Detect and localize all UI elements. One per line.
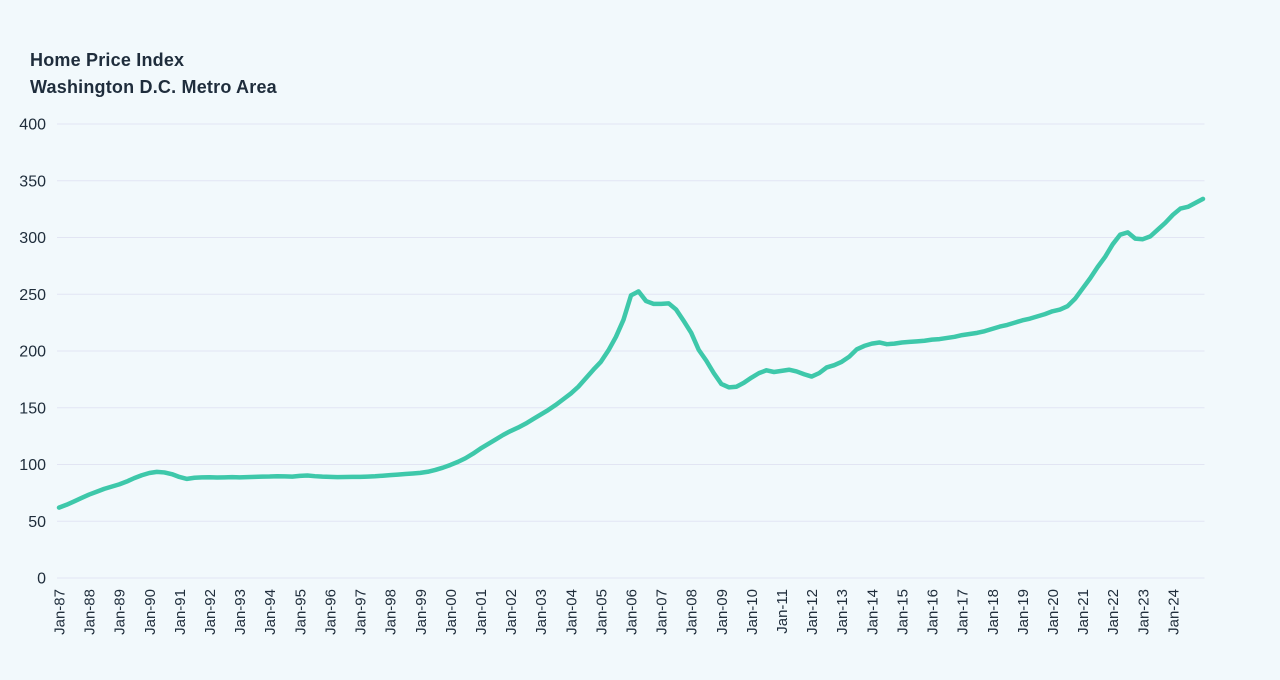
x-tick-label-Jan-92: Jan-92 [202,589,219,635]
x-tick-label-Jan-99: Jan-99 [413,589,430,635]
x-tick-label-Jan-19: Jan-19 [1015,589,1032,635]
home-price-index-series-line [56,196,1206,510]
x-tick-label-Jan-02: Jan-02 [503,589,520,635]
y-tick-label-0: 0 [37,571,46,588]
y-tick-label-350: 350 [19,173,46,190]
x-tick-label-Jan-95: Jan-95 [292,589,309,635]
x-tick-label-Jan-87: Jan-87 [52,589,69,635]
x-tick-label-Jan-13: Jan-13 [834,589,851,635]
x-tick-label-Jan-04: Jan-04 [563,589,580,635]
y-axis-tick-labels: 0 50 100 150 200 250 300 350 400 [19,117,46,588]
x-tick-label-Jan-08: Jan-08 [684,589,701,635]
x-tick-label-Jan-15: Jan-15 [894,589,911,635]
x-tick-label-Jan-16: Jan-16 [925,589,942,635]
y-tick-label-400: 400 [19,117,46,134]
y-gridlines [57,123,1205,579]
x-tick-label-Jan-09: Jan-09 [714,589,731,635]
x-tick-label-Jan-03: Jan-03 [533,589,550,635]
chart-subtitle: Washington D.C. Metro Area [30,77,277,97]
x-tick-label-Jan-98: Jan-98 [383,589,400,635]
x-tick-label-Jan-07: Jan-07 [654,589,671,635]
x-tick-label-Jan-01: Jan-01 [473,589,490,635]
x-tick-label-Jan-10: Jan-10 [744,589,761,635]
x-tick-label-Jan-90: Jan-90 [142,589,159,635]
x-tick-label-Jan-12: Jan-12 [804,589,821,635]
x-tick-label-Jan-23: Jan-23 [1135,589,1152,635]
chart-header: Home Price Index Washington D.C. Metro A… [30,47,277,101]
x-tick-label-Jan-24: Jan-24 [1165,589,1182,635]
x-tick-label-Jan-20: Jan-20 [1045,589,1062,635]
x-tick-label-Jan-94: Jan-94 [262,589,279,635]
x-tick-label-Jan-97: Jan-97 [353,589,370,635]
y-tick-label-100: 100 [19,457,46,474]
x-tick-label-Jan-18: Jan-18 [985,589,1002,635]
x-tick-label-Jan-89: Jan-89 [112,589,129,635]
x-tick-label-Jan-17: Jan-17 [955,589,972,635]
x-tick-label-Jan-93: Jan-93 [232,589,249,635]
y-tick-label-250: 250 [19,287,46,304]
x-tick-label-Jan-00: Jan-00 [443,589,460,635]
y-tick-label-50: 50 [28,514,46,531]
x-tick-label-Jan-11: Jan-11 [774,589,791,634]
y-tick-label-300: 300 [19,230,46,247]
chart-title: Home Price Index [30,50,185,70]
x-axis-tick-labels: Jan-87 Jan-88 Jan-89 Jan-90 Jan-91 Jan-92 Jan-… [52,589,1183,635]
x-tick-label-Jan-88: Jan-88 [82,589,99,635]
x-tick-label-Jan-05: Jan-05 [593,589,610,635]
x-tick-label-Jan-91: Jan-91 [172,589,189,635]
x-tick-label-Jan-96: Jan-96 [322,589,339,635]
x-tick-label-Jan-21: Jan-21 [1075,589,1092,635]
x-tick-label-Jan-06: Jan-06 [624,589,641,635]
x-tick-label-Jan-14: Jan-14 [864,589,881,635]
y-tick-label-150: 150 [19,400,46,417]
x-tick-label-Jan-22: Jan-22 [1105,589,1122,635]
y-tick-label-200: 200 [19,344,46,361]
